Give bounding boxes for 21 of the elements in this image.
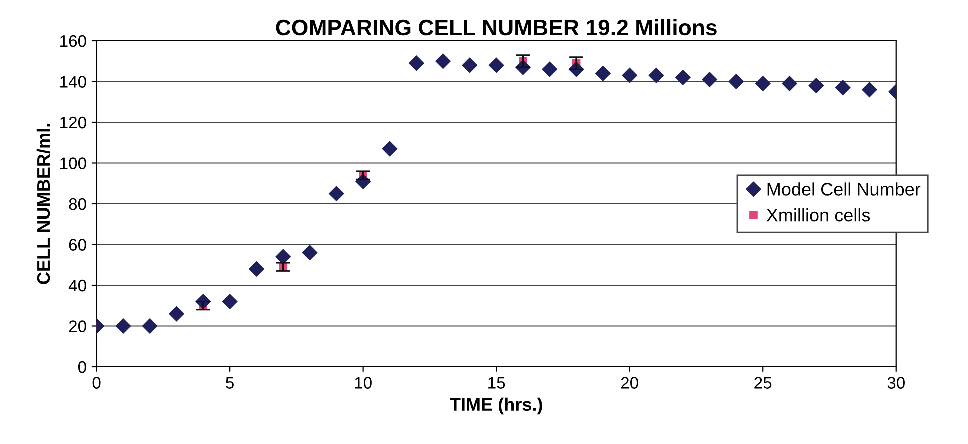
y-tick-label: 60: [69, 239, 86, 251]
x-tick-label: 20: [621, 377, 638, 389]
y-tick-label: 40: [68, 280, 86, 292]
x-tick-label: 25: [754, 377, 772, 389]
x-tick-label: 15: [488, 377, 506, 389]
y-tick-label: 120: [60, 116, 86, 129]
legend-label: Xmillion cells: [766, 208, 870, 222]
chart-title: COMPARING CELL NUMBER 19.2 Millions: [276, 19, 717, 36]
legend-label: Model Cell Number: [768, 182, 921, 196]
x-axis-title: TIME (hrs.): [450, 398, 542, 415]
x-tick-label: 0: [92, 377, 101, 389]
x-tick-label: 10: [355, 377, 372, 389]
x-tick-label: 5: [226, 377, 234, 389]
y-tick-label: 80: [69, 198, 86, 210]
y-axis-title: CELL NUMBER/ml.: [36, 124, 50, 284]
y-tick-label: 0: [78, 361, 86, 374]
y-tick-label: 20: [69, 320, 86, 332]
y-tick-label: 140: [60, 76, 86, 88]
x-tick-label: 30: [888, 377, 905, 389]
y-tick-label: 100: [60, 158, 86, 170]
y-tick-label: 160: [60, 35, 86, 48]
